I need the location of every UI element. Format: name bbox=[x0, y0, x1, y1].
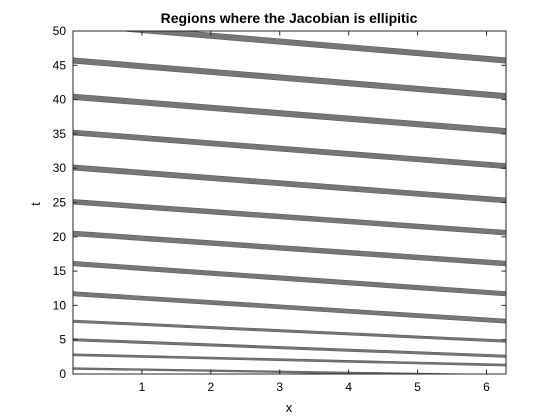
x-tick-label: 1 bbox=[139, 380, 146, 394]
x-tick-label: 3 bbox=[276, 380, 283, 394]
chart-title: Regions where the Jacobian is ellipitic bbox=[161, 10, 418, 26]
elliptic-band-7 bbox=[73, 230, 506, 267]
y-tick-label: 30 bbox=[53, 161, 67, 175]
x-tick-label: 6 bbox=[483, 380, 490, 394]
x-tick-label: 4 bbox=[345, 380, 352, 394]
y-axis-label: t bbox=[28, 202, 43, 206]
y-tick-label: 10 bbox=[53, 298, 67, 312]
y-tick-label: 50 bbox=[53, 24, 67, 38]
elliptic-band-9 bbox=[73, 164, 506, 204]
plot-frame bbox=[72, 30, 507, 375]
y-tick-label: 45 bbox=[53, 58, 67, 72]
x-axis-label: x bbox=[286, 400, 293, 415]
elliptic-band-5 bbox=[73, 291, 506, 324]
elliptic-band-13 bbox=[118, 31, 506, 64]
elliptic-band-11 bbox=[73, 93, 506, 135]
elliptic-band-3 bbox=[73, 338, 506, 358]
y-tick-label: 35 bbox=[53, 127, 67, 141]
x-tick-label: 2 bbox=[207, 380, 214, 394]
y-tick-label: 25 bbox=[53, 196, 67, 210]
elliptic-band-1 bbox=[73, 367, 494, 374]
elliptic-band-2 bbox=[73, 353, 506, 367]
y-tick-label: 15 bbox=[53, 264, 67, 278]
elliptic-band-10 bbox=[73, 129, 506, 170]
elliptic-band-6 bbox=[73, 260, 506, 297]
y-tick-label: 40 bbox=[53, 93, 67, 107]
y-tick-label: 5 bbox=[59, 333, 66, 347]
y-tick-label: 0 bbox=[59, 367, 66, 381]
ellipticity-regions bbox=[73, 31, 506, 374]
elliptic-band-4 bbox=[73, 319, 506, 343]
elliptic-band-12 bbox=[73, 57, 506, 100]
x-tick-label: 5 bbox=[414, 380, 421, 394]
y-tick-label: 20 bbox=[53, 230, 67, 244]
elliptic-band-8 bbox=[73, 199, 506, 236]
